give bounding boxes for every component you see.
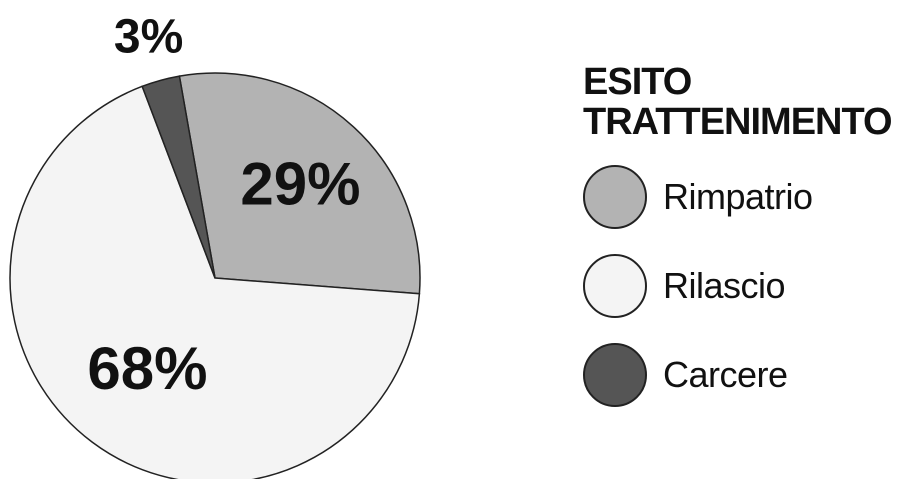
pie-slice-rimpatrio [178,72,421,295]
pie-slice-carcere [141,75,216,279]
legend-item-rilascio: Rilascio [583,253,893,319]
pie-label-carcere: 3% [114,10,183,63]
legend-swatch-carcere [583,343,647,407]
legend: ESITO TRATTENIMENTO Rimpatrio Rilascio C… [583,62,893,431]
legend-label-carcere: Carcere [663,354,788,395]
legend-label-rimpatrio: Rimpatrio [663,176,813,217]
pie-label-rilascio: 68% [87,335,207,402]
legend-title: ESITO TRATTENIMENTO [583,62,893,142]
pie-chart: 29% 68% 3% [9,10,421,479]
legend-item-rimpatrio: Rimpatrio [583,164,893,230]
pie-slice-rilascio [9,85,421,479]
legend-title-line-2: TRATTENIMENTO [583,101,893,143]
legend-swatch-rimpatrio [583,165,647,229]
legend-label-rilascio: Rilascio [663,265,786,306]
pie-label-rimpatrio: 29% [240,150,360,217]
legend-title-line-1: ESITO [583,61,692,103]
legend-swatch-rilascio [583,254,647,318]
legend-item-carcere: Carcere [583,342,893,408]
